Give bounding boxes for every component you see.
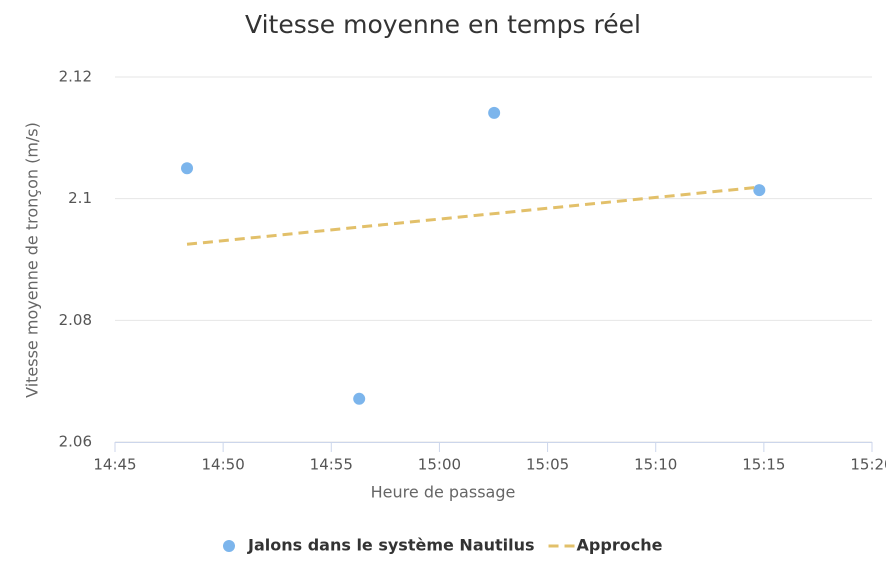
y-axis-title: Vitesse moyenne de tronçon (m/s) (23, 122, 42, 398)
x-tick-label: 14:45 (93, 456, 136, 474)
x-tick-label: 15:20 (850, 456, 886, 474)
legend-symbol (223, 540, 235, 552)
point (488, 106, 501, 119)
x-tick-label: 15:05 (526, 456, 569, 474)
x-axis-title: Heure de passage (371, 483, 516, 502)
legend-label[interactable]: Approche (577, 536, 663, 555)
legend-label[interactable]: Jalons dans le système Nautilus (247, 536, 535, 555)
y-tick-label: 2.06 (59, 433, 92, 451)
trend-line (186, 185, 760, 246)
x-tick-label: 14:55 (310, 456, 353, 474)
point (353, 392, 366, 405)
y-tick-label: 2.08 (59, 311, 92, 329)
x-tick-label: 15:15 (742, 456, 785, 474)
x-tick-label: 15:00 (418, 456, 461, 474)
x-tick-label: 15:10 (634, 456, 677, 474)
point (753, 184, 766, 197)
y-tick-label: 2.1 (68, 189, 92, 207)
chart-title: Vitesse moyenne en temps réel (245, 10, 641, 39)
point (181, 162, 194, 175)
x-tick-label: 14:50 (202, 456, 245, 474)
y-tick-label: 2.12 (59, 68, 92, 86)
